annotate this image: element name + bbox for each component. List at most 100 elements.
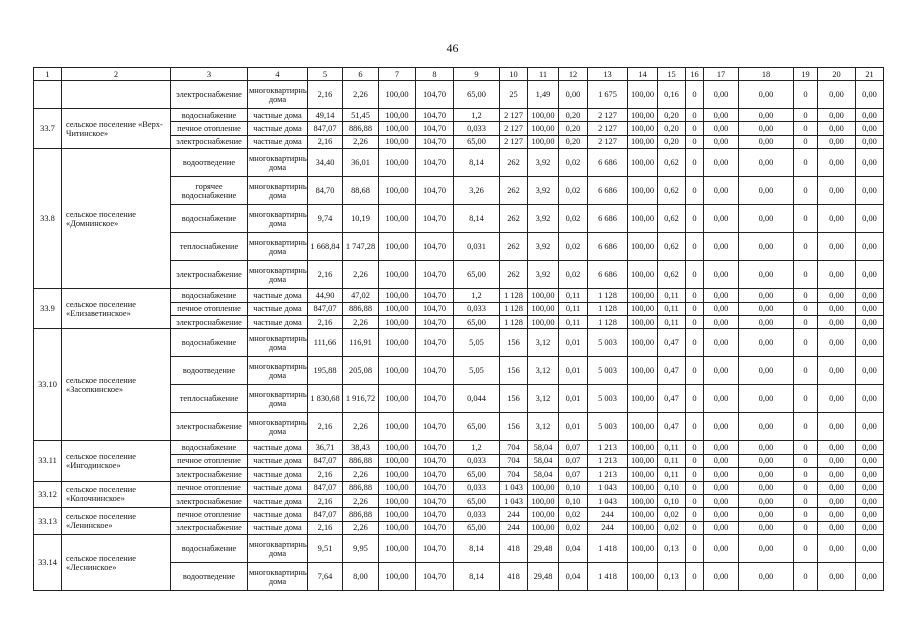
header-cell-13: 13 <box>587 67 628 81</box>
value-cell: 100,00 <box>527 288 559 303</box>
table-row: электроснабжение частные дома 2,16 2,26 100,… <box>34 520 884 536</box>
row-number: 33.9 <box>33 288 62 330</box>
header-row: 1 2 3 4 5 6 7 8 9 10 11 12 13 14 15 16 17 18 19 20 21 <box>33 67 884 81</box>
value-cell: 0,00 <box>817 562 856 592</box>
value-cell: 0,00 <box>855 412 884 442</box>
value-cell: 38,43 <box>342 440 379 455</box>
service-type: водоснабжение <box>170 328 248 358</box>
value-cell: 5,05 <box>453 356 500 386</box>
value-cell: 100,00 <box>378 453 416 469</box>
value-cell: 100,00 <box>627 328 658 358</box>
row-number <box>33 80 62 109</box>
value-cell: 1 213 <box>587 467 628 482</box>
settlement-name: сельское поселение «Колочнинское» <box>61 480 171 509</box>
header-cell-19: 19 <box>793 67 818 81</box>
value-cell: 0,47 <box>657 412 686 442</box>
value-cell: 1 916,72 <box>342 384 379 414</box>
value-cell: 65,00 <box>453 493 500 509</box>
service-type: электроснабжение <box>170 80 248 109</box>
value-cell: 2,26 <box>342 467 379 482</box>
value-cell: 0,00 <box>738 412 794 442</box>
value-cell: 0 <box>685 328 704 358</box>
value-cell: 0 <box>793 204 818 234</box>
value-cell: 0 <box>793 328 818 358</box>
value-cell: 100,00 <box>378 204 416 234</box>
settlement-name: сельское поселение «Елизаветинское» <box>61 288 171 330</box>
value-cell: 104,70 <box>415 204 454 234</box>
value-cell: 0,11 <box>558 301 588 316</box>
value-cell: 418 <box>499 562 528 592</box>
value-cell: 0,11 <box>657 440 686 455</box>
value-cell: 847,07 <box>307 121 343 136</box>
value-cell: 2,26 <box>342 520 379 536</box>
value-cell: 100,00 <box>627 412 658 442</box>
value-cell: 0,00 <box>855 107 884 123</box>
service-type: водоснабжение <box>170 288 248 303</box>
value-cell: 0 <box>793 493 818 509</box>
value-cell: 262 <box>499 204 528 234</box>
value-cell: 0,20 <box>558 107 588 123</box>
value-cell: 0 <box>793 121 818 136</box>
housing-type: многоквартирные дома <box>247 412 308 442</box>
value-cell: 0 <box>793 134 818 150</box>
value-cell: 1 043 <box>499 493 528 509</box>
settlement-name <box>61 80 171 109</box>
value-cell: 104,70 <box>415 384 454 414</box>
service-type: водоснабжение <box>170 534 248 564</box>
value-cell: 0,00 <box>703 440 739 455</box>
value-cell: 3,92 <box>527 260 559 290</box>
value-cell: 847,07 <box>307 507 343 522</box>
value-cell: 0,00 <box>738 534 794 564</box>
value-cell: 8,14 <box>453 534 500 564</box>
value-cell: 0 <box>793 148 818 178</box>
value-cell: 5,05 <box>453 328 500 358</box>
value-cell: 100,00 <box>378 467 416 482</box>
value-cell: 0,00 <box>703 507 739 522</box>
table-row: электроснабжение многоквартирные дома 2,16… <box>34 260 884 290</box>
value-cell: 0,00 <box>817 384 856 414</box>
value-cell: 886,88 <box>342 480 379 495</box>
header-cell-17: 17 <box>703 67 739 81</box>
value-cell: 0 <box>793 440 818 455</box>
value-cell: 0,00 <box>817 176 856 206</box>
value-cell: 0,00 <box>817 232 856 262</box>
value-cell: 0,00 <box>703 384 739 414</box>
value-cell: 0,00 <box>855 148 884 178</box>
table-row: 33.12 сельское поселение «Колочнинское» пе… <box>33 480 884 509</box>
settlement-name: сельское поселение «Ленинское» <box>61 507 171 536</box>
value-cell: 100,00 <box>527 520 559 536</box>
value-cell: 104,70 <box>415 107 454 123</box>
value-cell: 0,00 <box>703 314 739 330</box>
value-cell: 0,00 <box>703 453 739 469</box>
service-type: электроснабжение <box>170 412 248 442</box>
value-cell: 100,00 <box>378 314 416 330</box>
header-cell-8: 8 <box>415 67 454 81</box>
value-cell: 0,00 <box>738 301 794 316</box>
value-cell: 0,00 <box>738 384 794 414</box>
housing-type: многоквартирные дома <box>247 328 308 358</box>
value-cell: 100,00 <box>527 507 559 522</box>
value-cell: 0 <box>685 520 704 536</box>
value-cell: 0 <box>793 507 818 522</box>
value-cell: 100,00 <box>378 534 416 564</box>
value-cell: 0,00 <box>703 80 739 109</box>
header-cell-10: 10 <box>499 67 528 81</box>
value-cell: 2,26 <box>342 80 379 109</box>
value-cell: 36,01 <box>342 148 379 178</box>
value-cell: 1 747,28 <box>342 232 379 262</box>
service-type: теплоснабжение <box>170 384 248 414</box>
value-cell: 0,02 <box>558 232 588 262</box>
settlement-name: сельское поселение «Леснинское» <box>61 534 171 592</box>
row-number: 33.14 <box>33 534 62 592</box>
value-cell: 100,00 <box>378 328 416 358</box>
value-cell: 0 <box>685 356 704 386</box>
value-cell: 1 128 <box>587 301 628 316</box>
row-number: 33.12 <box>33 480 62 509</box>
header-cell-14: 14 <box>627 67 658 81</box>
value-cell: 0,11 <box>657 288 686 303</box>
value-cell: 0,033 <box>453 301 500 316</box>
value-cell: 0,00 <box>855 121 884 136</box>
value-cell: 104,70 <box>415 80 454 109</box>
value-cell: 0,20 <box>657 121 686 136</box>
value-cell: 2,16 <box>307 467 343 482</box>
